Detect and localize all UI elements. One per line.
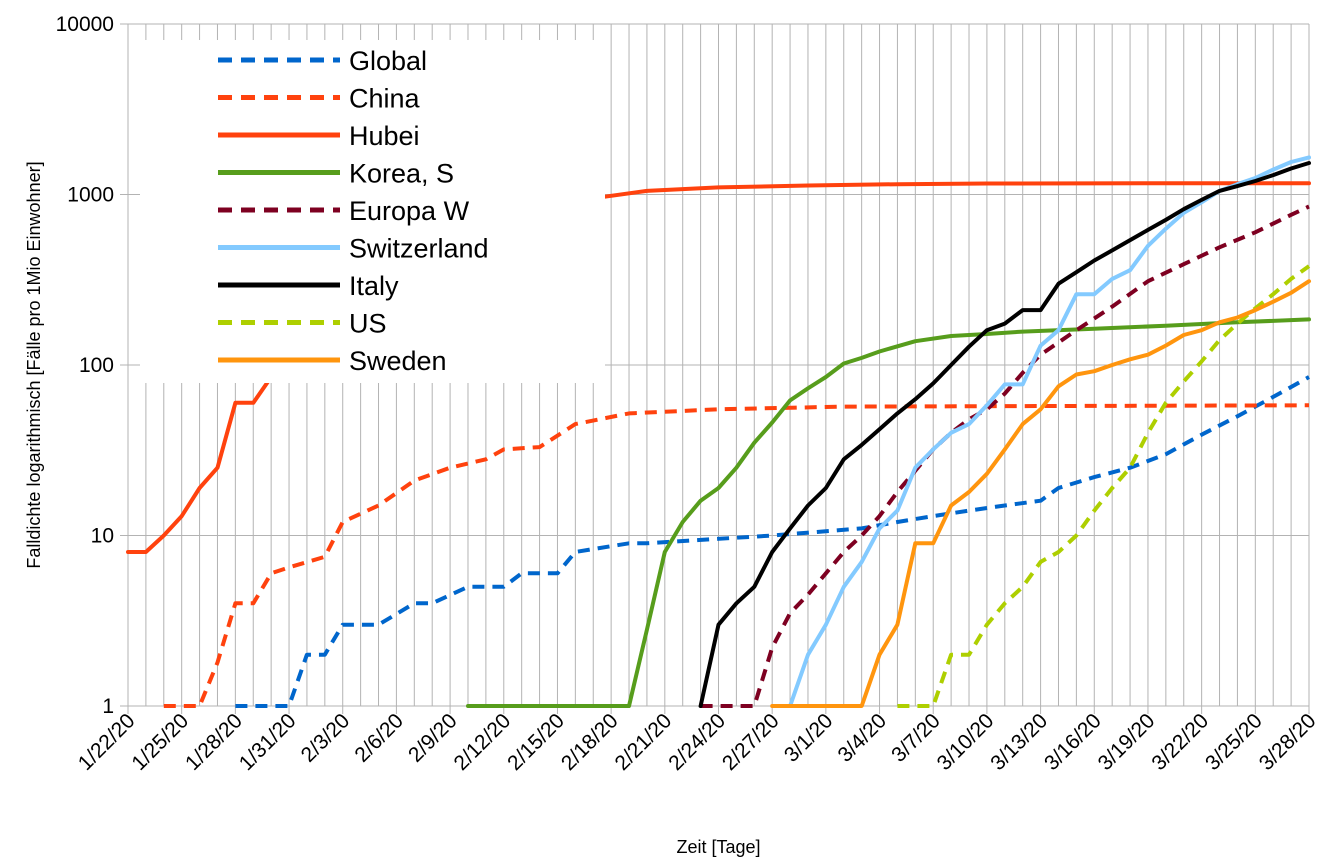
series-line-europa-w — [700, 204, 1310, 708]
y-tick-label: 100 — [79, 354, 114, 377]
series-line-italy — [698, 161, 1311, 708]
series-line-china — [163, 403, 1310, 708]
legend-entry-label: Switzerland — [349, 234, 489, 264]
y-tick-label: 1 — [102, 695, 114, 718]
legend-entry-label: Hubei — [349, 121, 420, 151]
legend: Global China Hubei Korea, S Europa W Switzerl… — [140, 40, 605, 383]
y-axis-ticks: 1 10 100 1000 10000 — [56, 13, 128, 718]
series-lines — [126, 155, 1311, 708]
x-axis-title: Zeit [Tage] — [676, 837, 760, 857]
y-axis-title: Falldichte logarithmisch [Fälle pro 1Mio… — [24, 161, 44, 568]
legend-entry-label: China — [349, 84, 421, 114]
legend-background — [140, 40, 605, 383]
y-tick-label: 10000 — [56, 13, 114, 36]
legend-entry-label: Korea, S — [349, 159, 454, 189]
y-tick-label: 1000 — [67, 184, 114, 207]
legend-entry-label: US — [349, 309, 387, 339]
legend-entry-label: Sweden — [349, 346, 447, 376]
legend-entry-label: Global — [349, 46, 427, 76]
series-line-sweden — [770, 279, 1311, 708]
legend-entry-label: Italy — [349, 271, 399, 301]
series-line-korea-s — [466, 317, 1311, 708]
series-line-global — [235, 375, 1310, 708]
series-line-us — [897, 264, 1311, 708]
legend-entry-label: Europa W — [349, 196, 470, 226]
y-tick-label: 10 — [91, 525, 114, 548]
